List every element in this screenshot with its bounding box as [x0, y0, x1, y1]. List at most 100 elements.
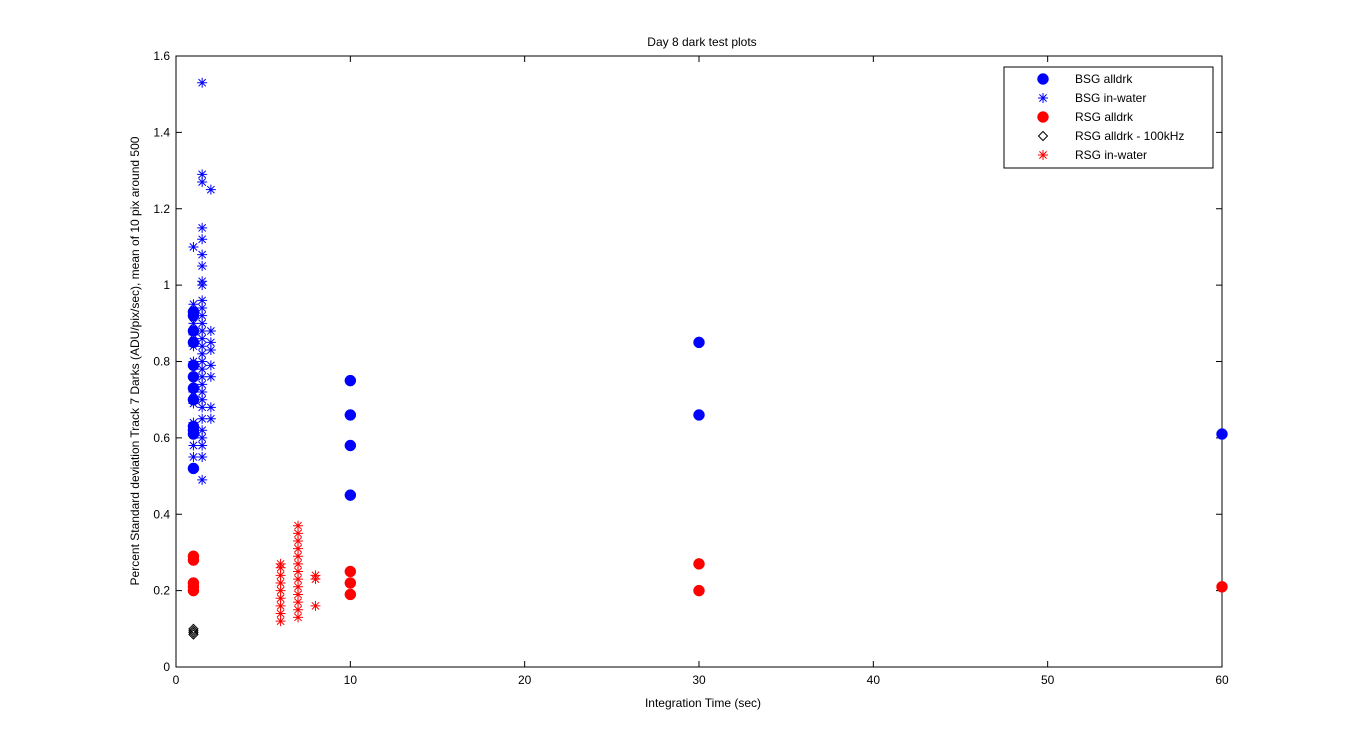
data-point — [275, 608, 286, 619]
data-point — [188, 440, 199, 451]
data-point — [1216, 428, 1228, 440]
data-point — [293, 520, 304, 531]
y-tick-label: 1.6 — [153, 49, 170, 63]
data-point — [293, 612, 304, 623]
data-point — [205, 371, 216, 382]
data-point — [188, 417, 199, 428]
data-point — [693, 409, 705, 421]
data-point — [197, 177, 208, 188]
data-point — [188, 398, 199, 409]
legend-label: RSG in-water — [1075, 148, 1147, 162]
data-points — [187, 77, 1228, 640]
data-point — [188, 299, 199, 310]
data-point — [344, 577, 357, 589]
data-point — [197, 394, 208, 405]
data-point — [293, 581, 304, 592]
data-point — [197, 440, 208, 451]
data-point — [188, 625, 199, 636]
data-point — [197, 249, 208, 260]
y-axis-title: Percent Standard deviation Track 7 Darks… — [128, 136, 142, 585]
data-point — [197, 310, 208, 321]
data-point — [197, 169, 208, 180]
data-point — [310, 570, 321, 581]
data-point — [205, 184, 216, 195]
data-point — [344, 374, 357, 387]
y-tick-label: 0.2 — [153, 584, 170, 598]
axis-ticks: 0 10 20 30 40 50 60 0 0.2 0.4 0.6 0.8 1 1.2 1.4 1.6 — [153, 49, 1229, 687]
x-tick-label: 50 — [1041, 673, 1055, 687]
data-point — [197, 333, 208, 344]
data-point — [344, 439, 357, 452]
legend: BSG alldrk BSG in-water RSG alldrk RSG alld… — [1003, 66, 1214, 169]
data-point — [275, 577, 286, 588]
data-point — [275, 585, 286, 596]
data-point — [275, 616, 286, 627]
data-point — [275, 570, 286, 581]
data-point — [693, 336, 705, 349]
series-1 — [188, 77, 216, 485]
data-point — [188, 329, 199, 340]
data-point — [197, 303, 208, 314]
data-point — [197, 348, 208, 359]
data-point — [188, 371, 199, 382]
data-point — [205, 360, 216, 371]
series-3 — [188, 623, 199, 640]
data-point — [197, 341, 208, 352]
data-point — [275, 600, 286, 611]
data-point — [197, 234, 208, 245]
data-point — [293, 535, 304, 546]
y-tick-label: 0 — [163, 660, 170, 674]
data-point — [197, 222, 208, 233]
data-point — [293, 558, 304, 569]
data-point — [188, 356, 199, 367]
y-tick-label: 0.6 — [153, 431, 170, 445]
x-tick-label: 0 — [173, 673, 180, 687]
legend-marker — [1038, 150, 1048, 160]
data-point — [188, 627, 199, 638]
y-tick-label: 1 — [163, 278, 170, 292]
legend-label: RSG alldrk — [1075, 110, 1134, 124]
data-point — [205, 413, 216, 424]
data-point — [188, 241, 199, 252]
series-4 — [275, 520, 321, 627]
data-point — [205, 325, 216, 336]
x-tick-label: 30 — [692, 673, 706, 687]
data-point — [344, 565, 357, 578]
chart-title: Day 8 dark test plots — [647, 35, 756, 49]
data-point — [205, 402, 216, 413]
data-point — [275, 558, 286, 569]
data-point — [344, 409, 357, 421]
data-point — [197, 413, 208, 424]
data-point — [293, 551, 304, 562]
series-0 — [187, 306, 1228, 501]
data-point — [197, 432, 208, 443]
data-point — [310, 600, 321, 611]
legend-label: BSG alldrk — [1075, 72, 1133, 86]
data-point — [197, 474, 208, 485]
data-point — [188, 387, 199, 398]
legend-marker — [1037, 111, 1049, 123]
data-point — [197, 364, 208, 375]
legend-marker — [1037, 73, 1049, 85]
data-point — [197, 451, 208, 462]
data-point — [188, 629, 199, 640]
y-tick-label: 0.8 — [153, 355, 170, 369]
data-point — [344, 588, 357, 601]
data-point — [293, 528, 304, 539]
data-point — [293, 589, 304, 600]
data-point — [187, 577, 200, 589]
series-2 — [187, 550, 1228, 601]
y-tick-label: 1.4 — [153, 125, 170, 139]
x-tick-label: 40 — [867, 673, 881, 687]
data-point — [197, 387, 208, 398]
data-point — [205, 337, 216, 348]
data-point — [197, 356, 208, 367]
data-point — [188, 451, 199, 462]
data-point — [197, 276, 208, 287]
y-tick-label: 0.4 — [153, 507, 170, 521]
legend-label: BSG in-water — [1075, 91, 1146, 105]
data-point — [197, 425, 208, 436]
data-point — [293, 604, 304, 615]
data-point — [197, 77, 208, 88]
